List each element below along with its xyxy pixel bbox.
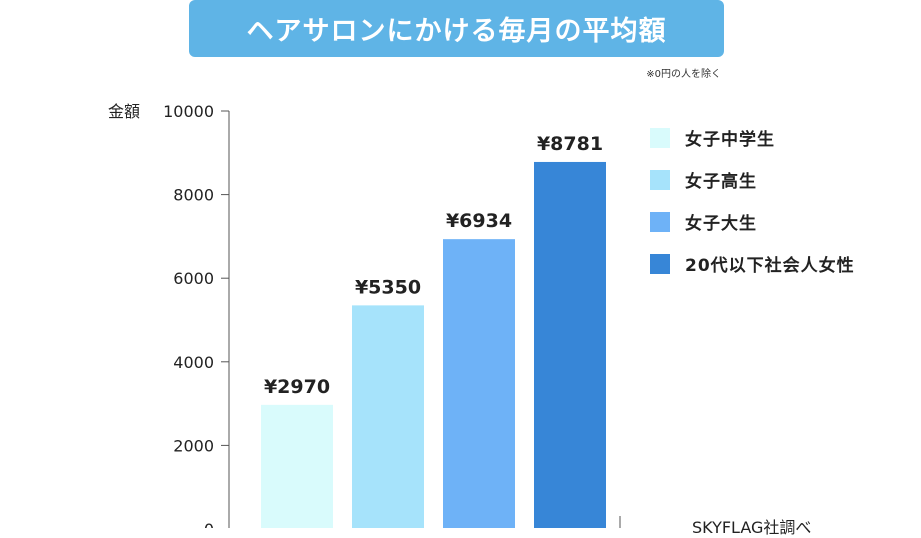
- source-note: SKYFLAG社調べ: [692, 518, 812, 537]
- y-tick-label: 8000: [173, 186, 214, 205]
- bar-value-label: ¥6934: [446, 210, 512, 232]
- bar-2: [352, 305, 424, 528]
- legend-item: 20代以下社会人女性: [650, 253, 855, 276]
- bar-value-label: ¥5350: [355, 276, 421, 298]
- legend: 女子中学生女子高生女子大生 20代以下社会人女性: [650, 127, 855, 295]
- legend-label: 女子大生: [685, 214, 757, 234]
- y-axis-label: 金額: [108, 102, 140, 121]
- legend-swatch: [650, 211, 670, 232]
- legend-item: 女子高生: [650, 169, 855, 192]
- exclusion-note: ※0円の人を除く: [646, 69, 721, 80]
- legend-item: 女子大生: [650, 211, 855, 234]
- bar-value-label: ¥2970: [264, 376, 330, 398]
- y-tick-label: 10000: [163, 102, 214, 121]
- legend-swatch: [650, 253, 670, 274]
- chart-title: ヘアサロンにかける毎月の平均額: [189, 0, 724, 57]
- bar-4: [534, 161, 606, 528]
- y-tick-label: 4000: [173, 353, 214, 372]
- legend-swatch: [650, 127, 670, 148]
- bar-3: [443, 239, 515, 528]
- y-tick-label: 6000: [173, 269, 214, 288]
- y-tick-label: 0: [204, 520, 214, 528]
- legend-swatch: [650, 169, 670, 190]
- legend-label: 女子高生: [685, 172, 757, 192]
- bar-1: [261, 404, 333, 528]
- y-tick-label: 2000: [173, 436, 214, 455]
- bar-value-label: ¥8781: [537, 133, 603, 155]
- legend-label: 女子中学生: [685, 130, 775, 150]
- legend-label: 20代以下社会人女性: [685, 256, 855, 276]
- legend-item: 女子中学生: [650, 127, 855, 150]
